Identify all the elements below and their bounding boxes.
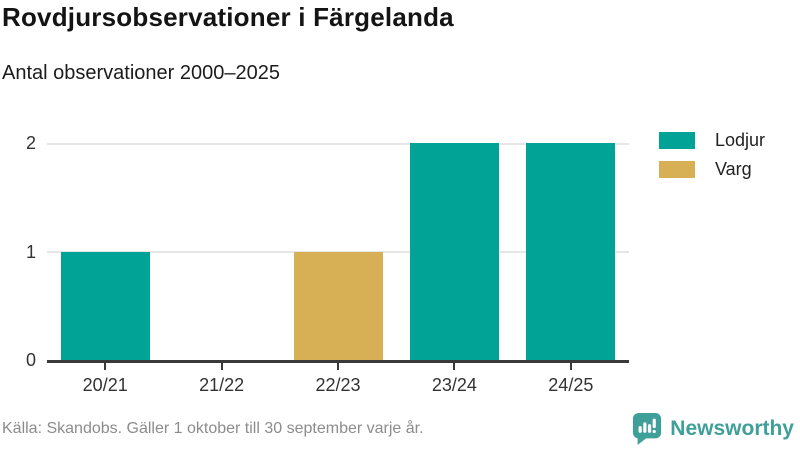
y-axis: 0 1 2 — [0, 133, 36, 370]
x-cell: 24/25 — [513, 363, 629, 396]
x-tick-mark — [453, 363, 456, 370]
chart-title: Rovdjursobservationer i Färgelanda — [2, 2, 454, 32]
x-tick-mark — [569, 363, 572, 370]
x-tick-mark — [220, 363, 223, 370]
bar-24-25-lodjur — [526, 143, 616, 360]
legend-swatch — [659, 161, 695, 178]
x-cell: 23/24 — [396, 363, 512, 396]
bars-container — [47, 143, 629, 360]
legend-label: Lodjur — [715, 130, 766, 150]
legend: Lodjur Varg — [659, 130, 765, 188]
source-note: Källa: Skandobs. Gäller 1 oktober till 3… — [2, 419, 424, 437]
x-cell: 22/23 — [280, 363, 396, 396]
bar-slot-21-22 — [163, 143, 279, 360]
newsworthy-wordmark: Newsworthy — [670, 416, 794, 440]
bar-slot-23-24 — [396, 143, 512, 360]
legend-item-varg: Varg — [659, 159, 765, 180]
legend-label: Varg — [715, 159, 752, 179]
x-tick-label: 24/25 — [548, 375, 594, 395]
legend-swatch — [659, 132, 695, 149]
plot-area — [47, 143, 629, 363]
bar-23-24-lodjur — [409, 143, 499, 360]
x-tick-label: 22/23 — [315, 375, 361, 395]
chart-subtitle: Antal observationer 2000–2025 — [2, 62, 280, 84]
newsworthy-bubble-chart-icon — [632, 412, 662, 445]
footer: Källa: Skandobs. Gäller 1 oktober till 3… — [2, 412, 794, 445]
y-tick-label: 1 — [25, 241, 36, 262]
x-cell: 20/21 — [47, 363, 163, 396]
y-tick-label: 0 — [25, 350, 36, 370]
bar-slot-24-25 — [513, 143, 629, 360]
x-tick-label: 21/22 — [199, 375, 245, 395]
gridline — [47, 143, 629, 145]
x-tick-mark — [337, 363, 340, 370]
x-axis: 20/21 21/22 22/23 23/24 24/25 — [47, 363, 629, 396]
newsworthy-logo[interactable]: Newsworthy — [632, 412, 794, 445]
legend-item-lodjur: Lodjur — [659, 130, 765, 151]
bar-slot-20-21 — [47, 143, 163, 360]
x-cell: 21/22 — [163, 363, 279, 396]
bar-slot-22-23 — [280, 143, 396, 360]
x-tick-mark — [104, 363, 107, 370]
bar-20-21-lodjur — [60, 251, 150, 360]
bar-22-23-varg — [293, 251, 383, 360]
x-tick-label: 20/21 — [82, 375, 128, 395]
x-tick-label: 23/24 — [431, 375, 477, 395]
y-tick-label: 2 — [25, 133, 36, 153]
